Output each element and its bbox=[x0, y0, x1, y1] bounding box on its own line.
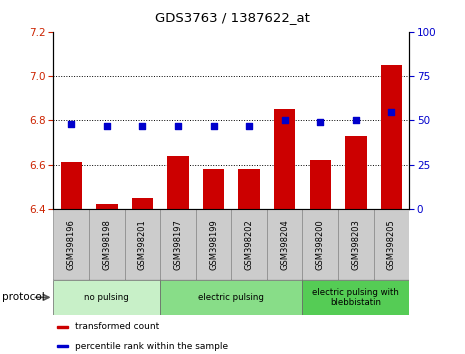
Bar bbox=[167, 156, 189, 209]
Text: protocol: protocol bbox=[2, 292, 45, 302]
Point bbox=[139, 123, 146, 129]
Bar bbox=[374, 209, 409, 280]
Bar bbox=[303, 209, 338, 280]
Bar bbox=[345, 136, 366, 209]
Point bbox=[317, 119, 324, 125]
Text: GSM398201: GSM398201 bbox=[138, 219, 147, 270]
Bar bbox=[125, 209, 160, 280]
Bar bbox=[57, 326, 68, 328]
Bar bbox=[53, 209, 89, 280]
Point bbox=[246, 123, 253, 129]
Point bbox=[103, 123, 111, 129]
Text: GSM398205: GSM398205 bbox=[387, 219, 396, 270]
Text: electric pulsing: electric pulsing bbox=[199, 293, 264, 302]
Point bbox=[281, 118, 288, 123]
Bar bbox=[96, 205, 118, 209]
Point bbox=[388, 109, 395, 114]
Text: GSM398199: GSM398199 bbox=[209, 219, 218, 270]
Text: GSM398204: GSM398204 bbox=[280, 219, 289, 270]
Text: no pulsing: no pulsing bbox=[85, 293, 129, 302]
Bar bbox=[160, 280, 303, 315]
Bar bbox=[274, 109, 295, 209]
Text: transformed count: transformed count bbox=[75, 322, 159, 331]
Bar bbox=[232, 209, 267, 280]
Text: electric pulsing with
blebbistatin: electric pulsing with blebbistatin bbox=[312, 288, 399, 307]
Bar bbox=[89, 209, 125, 280]
Bar bbox=[303, 280, 409, 315]
Bar bbox=[203, 169, 224, 209]
Bar bbox=[196, 209, 232, 280]
Text: GSM398202: GSM398202 bbox=[245, 219, 253, 270]
Bar bbox=[60, 162, 82, 209]
Text: GSM398200: GSM398200 bbox=[316, 219, 325, 270]
Bar bbox=[381, 65, 402, 209]
Point bbox=[67, 121, 75, 127]
Bar bbox=[267, 209, 303, 280]
Point bbox=[210, 123, 217, 129]
Text: GSM398197: GSM398197 bbox=[173, 219, 182, 270]
Bar bbox=[239, 169, 260, 209]
Bar bbox=[310, 160, 331, 209]
Text: GSM398203: GSM398203 bbox=[352, 219, 360, 270]
Text: GDS3763 / 1387622_at: GDS3763 / 1387622_at bbox=[155, 11, 310, 24]
Text: GSM398198: GSM398198 bbox=[102, 219, 111, 270]
Bar bbox=[57, 346, 68, 347]
Bar bbox=[132, 198, 153, 209]
Point bbox=[174, 123, 182, 129]
Bar bbox=[338, 209, 374, 280]
Bar bbox=[160, 209, 196, 280]
Point bbox=[352, 118, 359, 123]
Text: GSM398196: GSM398196 bbox=[67, 219, 76, 270]
Bar bbox=[53, 280, 160, 315]
Text: percentile rank within the sample: percentile rank within the sample bbox=[75, 342, 228, 351]
